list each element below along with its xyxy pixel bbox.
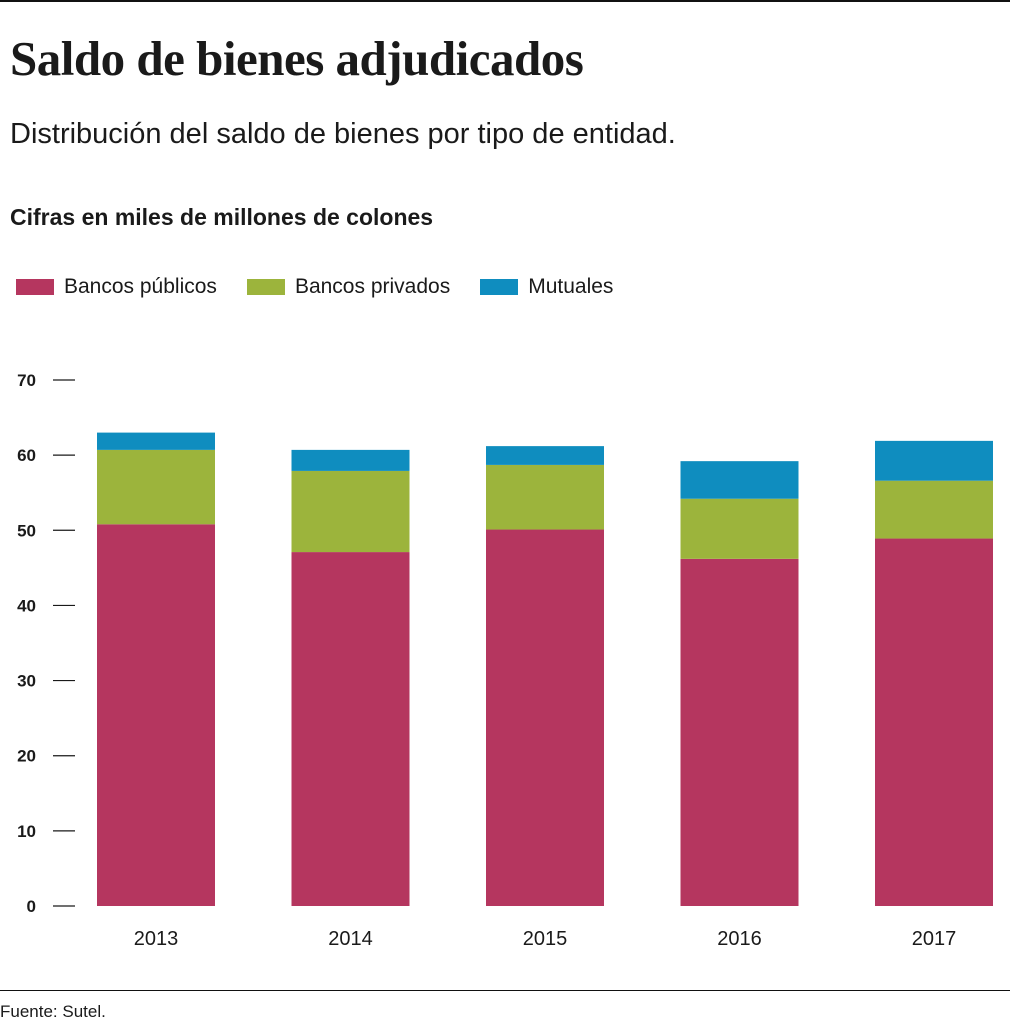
- legend-swatch-bancos-publicos: [16, 279, 54, 295]
- bar-mutuales-2016: [680, 461, 799, 499]
- y-tick-label-40: 40: [17, 596, 36, 615]
- bar-mutuales-2015: [486, 446, 604, 465]
- bar-bancos-publicos-2015: [486, 529, 604, 906]
- legend-swatch-bancos-privados: [246, 279, 285, 295]
- chart-title: Saldo de bienes adjudicados: [10, 31, 584, 86]
- legend: Bancos públicos Bancos privados Mutuales: [16, 274, 643, 300]
- bar-bancos-privados-2015: [486, 464, 604, 530]
- legend-label-mutuales: Mutuales: [528, 275, 614, 298]
- y-tick-label-60: 60: [17, 446, 36, 465]
- legend-item-bancos-publicos: Bancos públicos: [16, 275, 217, 299]
- legend-item-mutuales: Mutuales: [480, 275, 613, 299]
- bar-bancos-privados-2017: [875, 480, 993, 539]
- y-tick-label-50: 50: [17, 521, 36, 540]
- x-tick-label-2014: 2014: [328, 928, 373, 950]
- top-rule: [0, 0, 1010, 2]
- x-tick-label-2016: 2016: [717, 928, 762, 950]
- y-tick-label-20: 20: [17, 747, 36, 766]
- x-tick-label-2015: 2015: [523, 928, 568, 950]
- y-tick-label-0: 0: [27, 897, 36, 916]
- source-note: Fuente: Sutel.: [0, 1002, 106, 1021]
- x-tick-label-2013: 2013: [134, 928, 179, 950]
- bar-bancos-privados-2016: [680, 498, 799, 559]
- bar-mutuales-2013: [97, 432, 215, 450]
- legend-item-bancos-privados: Bancos privados: [246, 275, 451, 299]
- x-tick-label-2017: 2017: [912, 928, 957, 950]
- legend-label-bancos-privados: Bancos privados: [294, 275, 451, 298]
- bar-mutuales-2014: [291, 449, 410, 471]
- bar-bancos-publicos-2013: [97, 524, 215, 906]
- y-axis: 0 10 20 30 40 50 60 70: [17, 371, 75, 916]
- stacked-bar-chart: 0 10 20 30 40 50 60 70 2013 2014 2015 2016 2017: [17, 371, 993, 950]
- x-axis: 2013 2014 2015 2016 2017: [134, 928, 957, 950]
- bar-mutuales-2017: [875, 440, 993, 481]
- bar-bancos-publicos-2016: [680, 558, 799, 906]
- bars: [97, 432, 993, 906]
- bar-bancos-publicos-2014: [291, 552, 410, 906]
- chart-subtitle: Distribución del saldo de bienes por tip…: [10, 118, 676, 150]
- bar-bancos-publicos-2017: [875, 538, 993, 906]
- bar-bancos-privados-2014: [291, 470, 410, 553]
- bottom-rule: [0, 990, 1010, 991]
- bar-bancos-privados-2013: [97, 449, 215, 525]
- y-tick-label-70: 70: [17, 371, 36, 390]
- legend-label-bancos-publicos: Bancos públicos: [64, 275, 217, 298]
- legend-swatch-mutuales: [480, 279, 519, 295]
- units-note: Cifras en miles de millones de colones: [10, 204, 434, 230]
- y-tick-label-10: 10: [17, 822, 36, 841]
- y-tick-label-30: 30: [17, 672, 36, 691]
